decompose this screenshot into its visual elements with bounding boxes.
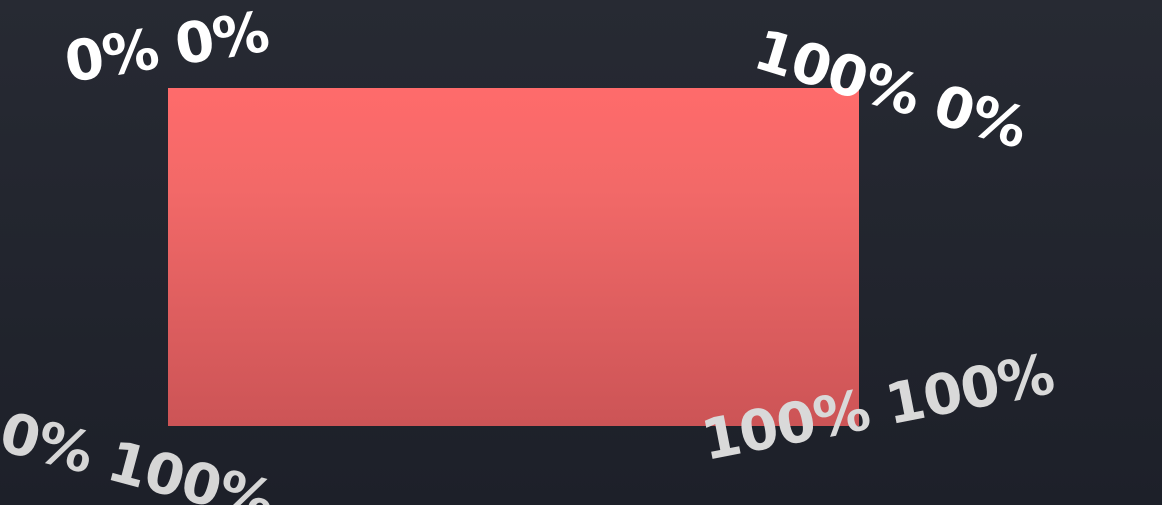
red-rectangle (168, 88, 859, 426)
label-top-left: 0% 0% (60, 0, 273, 96)
